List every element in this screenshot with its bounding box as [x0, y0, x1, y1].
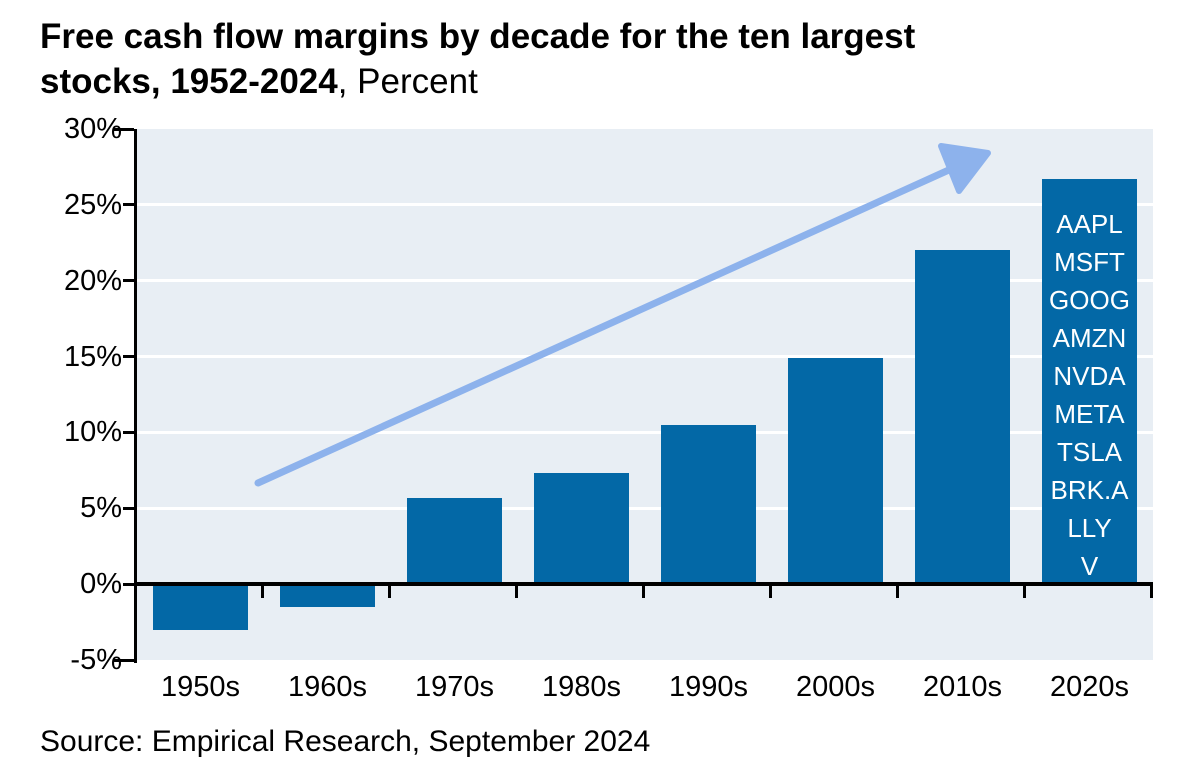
chart-title-line2: stocks, 1952-2024 — [40, 62, 338, 101]
y-axis-label: 10% — [63, 416, 122, 449]
bar-2020s — [1042, 179, 1137, 585]
bar-1990s — [661, 424, 756, 585]
bar-1950s — [153, 584, 248, 630]
x-axis-label: 1990s — [668, 671, 748, 703]
x-axis-label: 1960s — [287, 671, 367, 703]
ticker-label: MSFT — [1054, 247, 1125, 278]
y-axis-label: 25% — [63, 188, 122, 221]
x-axis-tick — [1023, 586, 1026, 599]
ticker-label: GOOG — [1049, 285, 1130, 316]
bar-2010s — [915, 250, 1010, 585]
x-axis-label: 2010s — [922, 671, 1002, 703]
y-axis-tick — [123, 506, 134, 510]
ticker-label: TSLA — [1056, 437, 1123, 468]
y-axis-tick — [114, 658, 134, 662]
x-axis-tick — [896, 586, 899, 599]
y-axis-tick — [123, 355, 134, 359]
x-axis-tick — [642, 586, 645, 599]
ticker-label: NVDA — [1053, 361, 1126, 392]
bar-2000s — [788, 358, 883, 585]
x-axis-tick — [515, 586, 518, 599]
bar-1980s — [534, 473, 629, 585]
ticker-list: AAPL MSFT GOOG AMZN NVDA META TSLA BRK.A LLY V — [1042, 179, 1137, 584]
x-axis-label: 2000s — [795, 671, 875, 703]
y-axis-label: 5% — [80, 492, 122, 525]
y-axis-tick — [114, 127, 134, 131]
gridline — [137, 203, 1153, 207]
source-note: Source: Empirical Research, September 20… — [40, 725, 651, 758]
x-axis-zero-line — [137, 582, 1153, 587]
y-axis-tick — [123, 582, 134, 586]
ticker-label: META — [1054, 399, 1125, 430]
y-axis-line — [134, 129, 137, 663]
ticker-label: V — [1080, 551, 1099, 582]
x-axis-label: 1980s — [541, 671, 621, 703]
ticker-label: LLY — [1067, 513, 1112, 544]
gridline — [137, 506, 1153, 510]
x-axis-tick — [1150, 586, 1153, 599]
x-axis-tick — [261, 586, 264, 599]
y-axis-tick — [123, 203, 134, 207]
y-axis-label: 15% — [63, 340, 122, 373]
ticker-label: AAPL — [1056, 209, 1123, 240]
y-axis-tick — [123, 430, 134, 434]
bar-1970s — [407, 497, 502, 585]
y-axis-label: -5% — [70, 644, 122, 676]
y-axis-label: 20% — [63, 264, 122, 297]
x-axis-label: 1950s — [160, 671, 240, 703]
ticker-label: AMZN — [1052, 323, 1127, 354]
ticker-label: BRK.A — [1050, 475, 1129, 506]
y-axis-label: 30% — [63, 113, 122, 145]
y-axis-tick — [123, 279, 134, 283]
x-axis-label: 2020s — [1049, 671, 1129, 703]
x-axis-tick — [388, 586, 391, 599]
chart-title: Free cash flow margins by decade for the… — [40, 14, 915, 104]
bar-1960s — [280, 584, 375, 607]
x-axis-label: 1970s — [414, 671, 494, 703]
chart-title-line1: Free cash flow margins by decade for the… — [40, 17, 916, 56]
chart-title-units: , Percent — [337, 62, 478, 101]
y-axis-label: 0% — [80, 568, 122, 601]
x-axis-tick — [769, 586, 772, 599]
